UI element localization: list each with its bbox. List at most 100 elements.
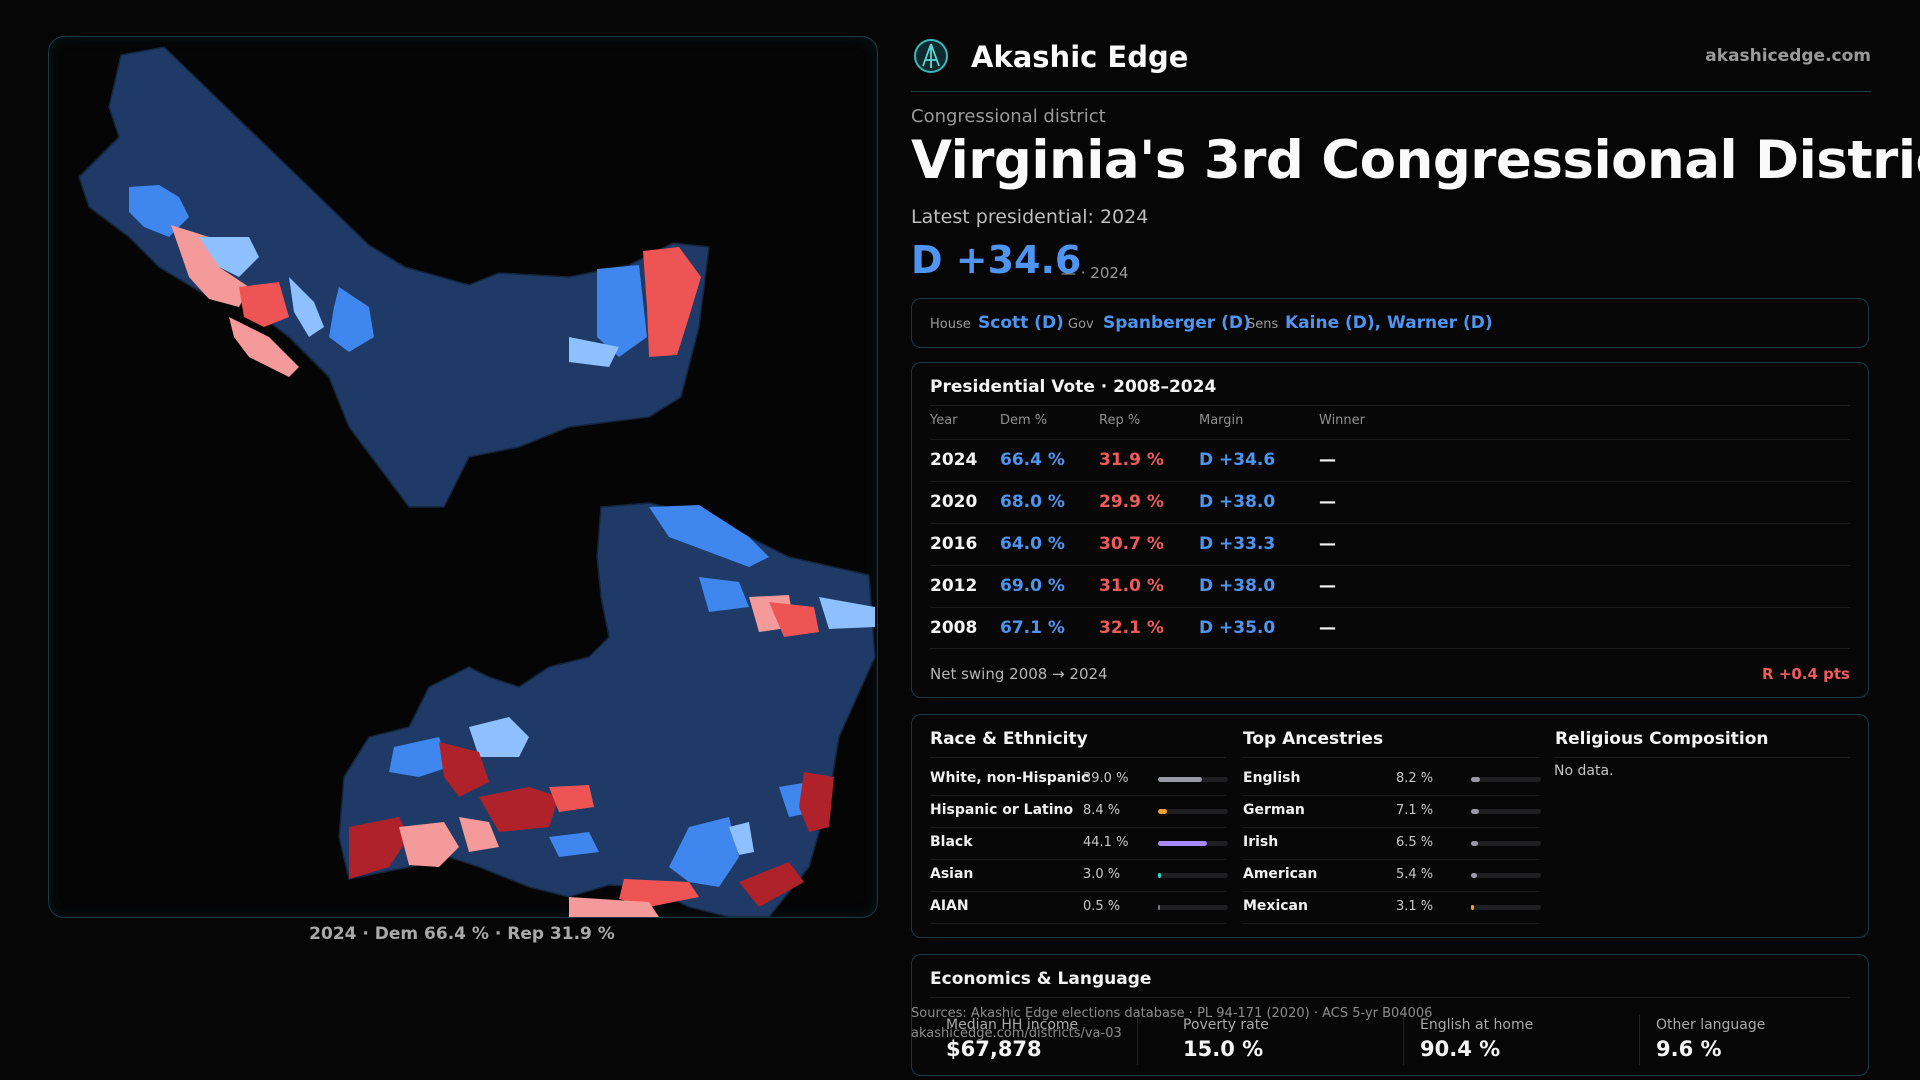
item-percent: 5.4 % [1396, 867, 1434, 882]
list-item[interactable]: Asian 3.0 % [930, 859, 1228, 892]
divider [930, 757, 1226, 758]
page-title: Virginia's 3rd Congressional District [911, 130, 1920, 191]
econ-value: 15.0 % [1183, 1037, 1264, 1061]
map-precinct-lean-r[interactable] [643, 247, 701, 357]
item-name: Mexican [1243, 898, 1308, 914]
map-precinct-light-d[interactable] [129, 185, 189, 237]
table-row[interactable]: 2008 67.1 % 32.1 % D +35.0 — [930, 607, 1850, 648]
item-name: English [1243, 770, 1301, 786]
item-percent: 6.5 % [1396, 835, 1434, 850]
map-precinct-light-r[interactable] [229, 317, 299, 377]
row-year: 2008 [930, 618, 978, 638]
officials-bar: House Scott (D) Gov Spanberger (D) Sens … [911, 298, 1869, 348]
map-precinct-safe-r[interactable] [349, 817, 409, 879]
divider [1639, 1015, 1640, 1065]
map-precinct-light-d[interactable] [569, 337, 619, 367]
table-row[interactable]: 2016 64.0 % 30.7 % D +33.3 — [930, 523, 1850, 564]
item-bar-track [1158, 905, 1228, 910]
list-item[interactable]: AIAN 0.5 % [930, 891, 1228, 924]
list-item[interactable]: Black 44.1 % [930, 827, 1228, 860]
row-winner: — [1319, 492, 1336, 512]
item-percent: 8.2 % [1396, 771, 1434, 786]
divider [930, 405, 1850, 406]
map-precinct-safe-r[interactable] [739, 862, 804, 907]
house-representative[interactable]: Scott (D) [978, 313, 1064, 333]
map-precinct-lean-d[interactable] [329, 287, 374, 352]
row-rep: 29.9 % [1099, 492, 1164, 512]
map-precinct-lean-d[interactable] [389, 737, 449, 777]
map-precinct-lean-d[interactable] [549, 832, 599, 857]
map-precinct-safe-r[interactable] [479, 787, 559, 832]
brand-header: Akashic Edge akashicedge.com [911, 36, 1871, 76]
item-bar-fill [1158, 905, 1160, 910]
brand-url[interactable]: akashicedge.com [1705, 46, 1871, 66]
list-item[interactable]: Irish 6.5 % [1243, 827, 1541, 860]
governor[interactable]: Spanberger (D) [1103, 313, 1251, 333]
row-winner: — [1319, 618, 1336, 638]
list-item[interactable]: English 8.2 % [1243, 763, 1541, 796]
item-percent: 39.0 % [1083, 771, 1129, 786]
list-item[interactable]: American 5.4 % [1243, 859, 1541, 892]
list-item[interactable]: Mexican 3.1 % [1243, 891, 1541, 924]
item-name: Irish [1243, 834, 1279, 850]
item-percent: 0.5 % [1083, 899, 1121, 914]
row-dem: 66.4 % [1000, 450, 1065, 470]
list-item[interactable]: White, non-Hispanic 39.0 % [930, 763, 1228, 796]
map-precinct-lean-d[interactable] [669, 817, 739, 887]
gov-label: Gov [1068, 317, 1094, 332]
map-precinct-light-d[interactable] [819, 597, 875, 629]
item-bar-fill [1158, 873, 1162, 878]
map-precinct-light-r[interactable] [569, 897, 659, 917]
senators[interactable]: Kaine (D), Warner (D) [1285, 313, 1493, 333]
table-row[interactable]: 2020 68.0 % 29.9 % D +38.0 — [930, 481, 1850, 522]
map-precinct-lean-r[interactable] [619, 879, 699, 907]
map-precinct-lean-d[interactable] [649, 505, 769, 567]
list-item[interactable]: German 7.1 % [1243, 795, 1541, 828]
map-precinct-light-r[interactable] [399, 822, 459, 867]
row-dem: 64.0 % [1000, 534, 1065, 554]
item-name: Asian [930, 866, 974, 882]
divider [930, 648, 1850, 649]
akashic-edge-logo-icon[interactable] [913, 38, 949, 74]
row-margin: D +38.0 [1199, 492, 1276, 512]
item-bar-track [1471, 777, 1541, 782]
district-map-svg[interactable] [49, 37, 877, 917]
map-precinct-lean-d[interactable] [597, 265, 647, 357]
item-bar-track [1471, 809, 1541, 814]
table-row[interactable]: 2024 66.4 % 31.9 % D +34.6 — [930, 439, 1850, 480]
map-precinct-light-r[interactable] [171, 225, 249, 307]
brand-name[interactable]: Akashic Edge [971, 40, 1189, 74]
demographics-card: Race & Ethnicity Top Ancestries Religiou… [911, 714, 1869, 938]
map-precinct-safe-r[interactable] [439, 742, 489, 797]
map-precinct-light-d[interactable] [729, 822, 754, 855]
table-row[interactable]: 2012 69.0 % 31.0 % D +38.0 — [930, 565, 1850, 606]
item-bar-track [1471, 873, 1541, 878]
map-region-north[interactable] [78, 46, 710, 508]
map-precinct-light-d[interactable] [289, 277, 324, 337]
item-name: Hispanic or Latino [930, 802, 1074, 818]
item-bar-track [1471, 841, 1541, 846]
column-header-winner: Winner [1319, 413, 1366, 428]
map-precinct-safe-r[interactable] [799, 772, 834, 832]
map-precinct-lean-r[interactable] [769, 602, 819, 637]
row-winner: — [1319, 450, 1336, 470]
row-year: 2012 [930, 576, 978, 596]
sens-label: Sens [1247, 317, 1279, 332]
map-precinct-lean-r[interactable] [549, 785, 594, 812]
map-precinct-lean-r[interactable] [239, 282, 289, 327]
map-precinct-light-d[interactable] [469, 717, 529, 757]
row-rep: 31.0 % [1099, 576, 1164, 596]
column-header-year: Year [930, 413, 958, 428]
map-precinct-light-d[interactable] [199, 237, 259, 277]
map-precinct-light-r[interactable] [459, 817, 499, 852]
map-caption: 2024 · Dem 66.4 % · Rep 31.9 % [309, 924, 615, 944]
list-item[interactable]: Hispanic or Latino 8.4 % [930, 795, 1228, 828]
race-ethnicity-title: Race & Ethnicity [930, 729, 1088, 749]
headline-margin-sub: — · 2024 [1061, 264, 1129, 282]
district-map[interactable] [48, 36, 878, 918]
item-name: German [1243, 802, 1305, 818]
presidential-vote-card: Presidential Vote · 2008–2024 Year Dem %… [911, 362, 1869, 698]
divider [911, 91, 1871, 92]
sources-link[interactable]: akashicedge.com/districts/va-03 [911, 1026, 1122, 1041]
map-precinct-lean-d[interactable] [699, 577, 749, 612]
